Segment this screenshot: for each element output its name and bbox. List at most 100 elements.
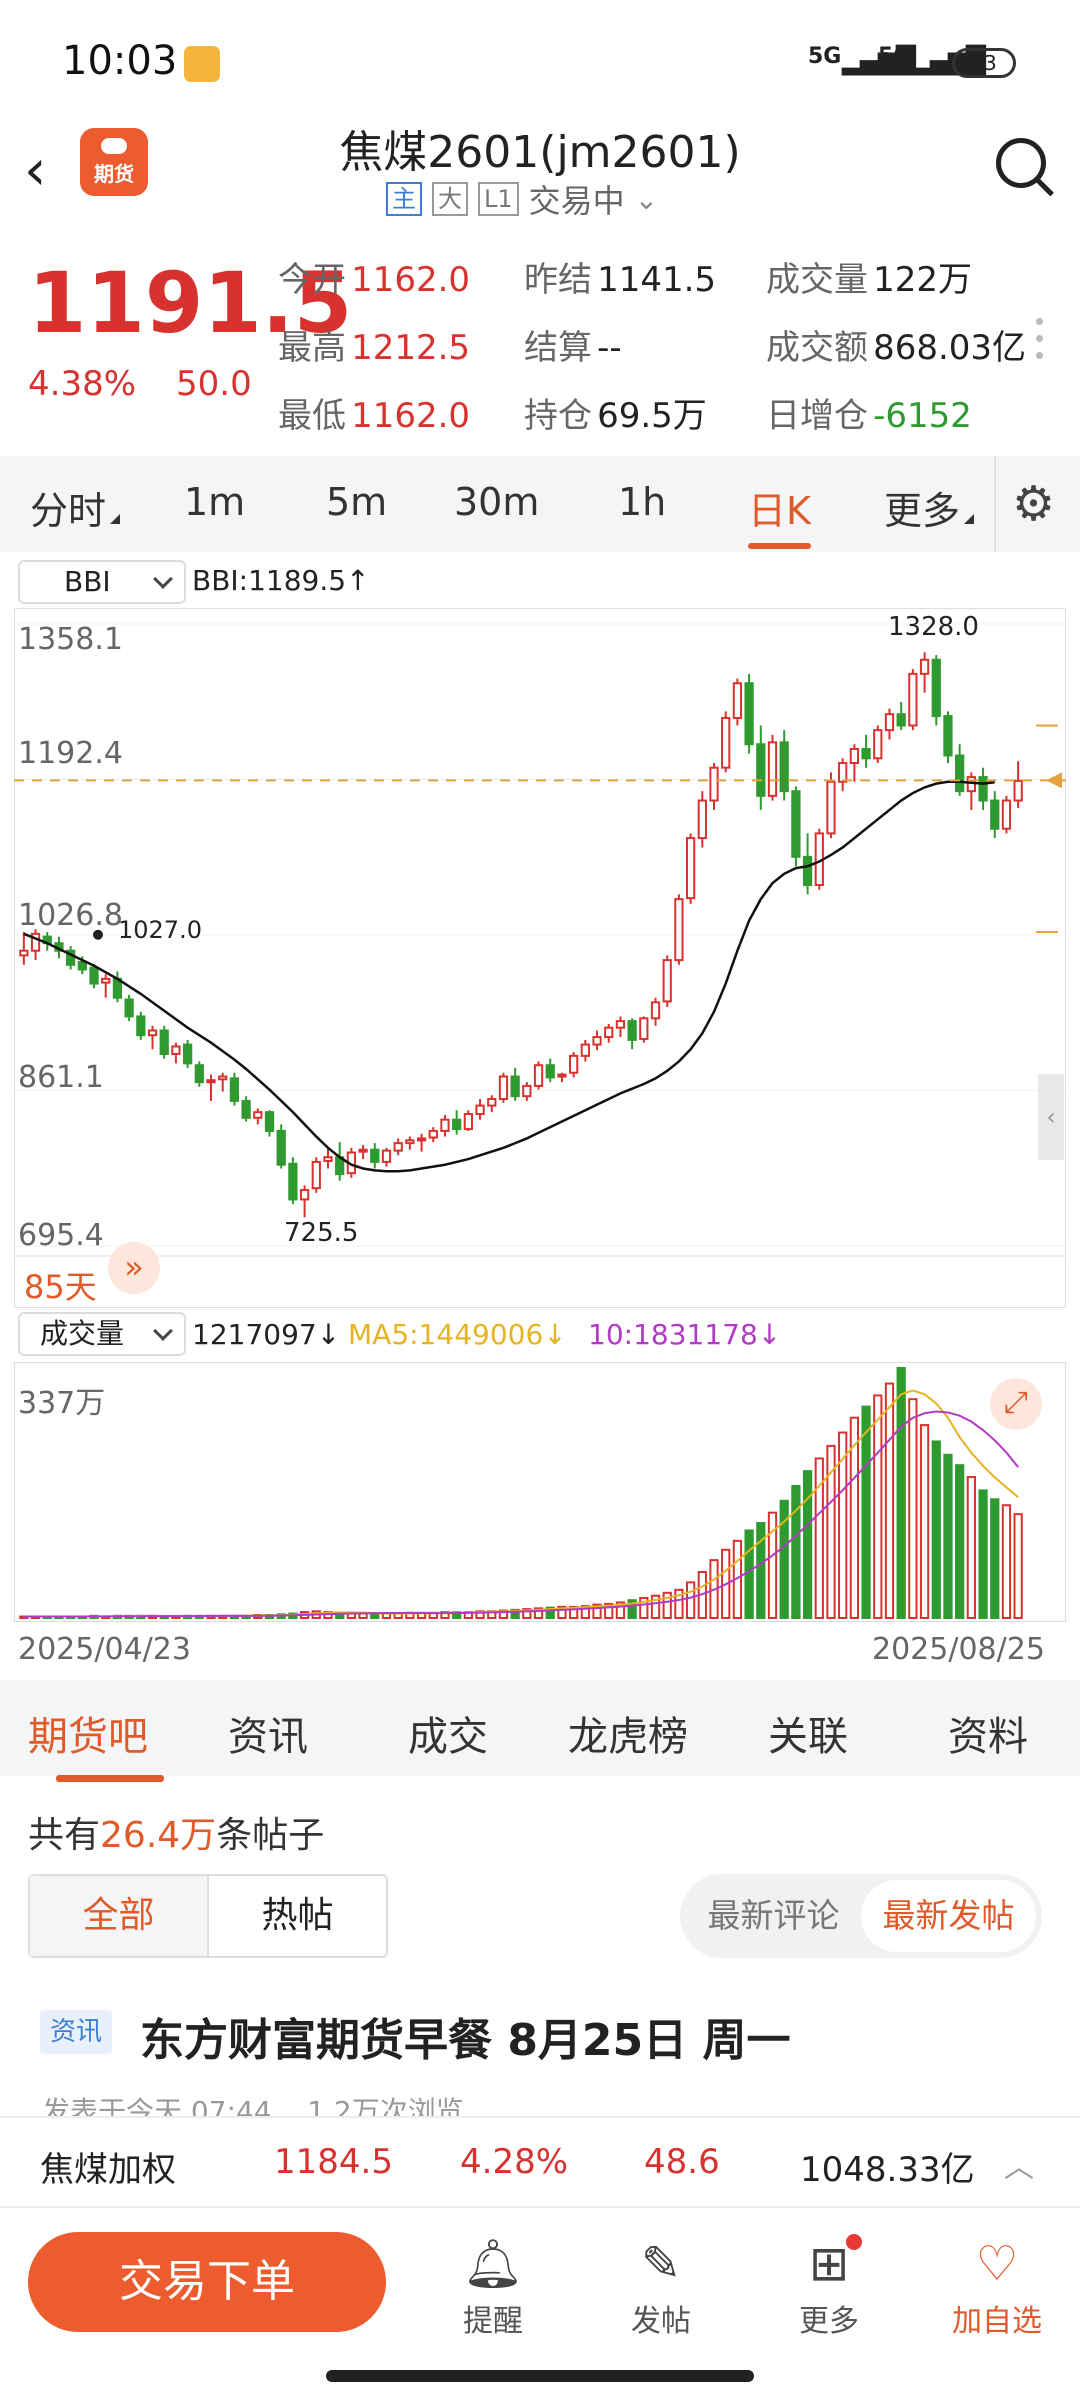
tab-profile[interactable]: 资料 [948, 1714, 1028, 1760]
tab-5m[interactable]: 5m [326, 480, 388, 524]
candle [1001, 795, 1012, 834]
candle-body [171, 1045, 181, 1055]
volume-bar [873, 1394, 883, 1619]
trade-button[interactable]: 交易下单 [28, 2232, 386, 2332]
candle-body [182, 1043, 193, 1065]
volume-bar [849, 1416, 860, 1619]
watchlist-button[interactable]: ♡ 加自选 [942, 2232, 1052, 2340]
candle-body [896, 713, 906, 727]
period-tabs: 分时 1m 5m 30m 1h 日K 更多 ⚙ [0, 456, 1080, 552]
home-indicator[interactable] [326, 2370, 754, 2382]
candle-body [615, 1020, 626, 1029]
tab-forum[interactable]: 期货吧 [28, 1704, 164, 1782]
candle-body [136, 1015, 146, 1037]
candle [744, 673, 754, 754]
volume-bar [955, 1464, 965, 1619]
candle-body [381, 1149, 392, 1163]
candle-body [101, 977, 111, 984]
candle-body [978, 776, 988, 802]
back-icon[interactable]: ‹ [24, 138, 47, 203]
chevron-up-icon[interactable]: ︿ [1004, 2150, 1034, 2185]
gear-icon[interactable]: ⚙ [1012, 476, 1056, 532]
contract-tags[interactable]: 主 大 L1 交易中 ⌄ [386, 176, 658, 222]
high-price-label: 1328.0 [888, 612, 979, 642]
alert-button[interactable]: 🔔︎ 提醒 [438, 2232, 548, 2340]
tag-big: 大 [432, 182, 468, 216]
days-label: 85天 [24, 1268, 97, 1306]
tab-1m[interactable]: 1m [184, 480, 246, 524]
candle [253, 1108, 263, 1125]
candle-body [253, 1111, 263, 1119]
tab-dragon-tiger[interactable]: 龙虎榜 [568, 1714, 688, 1760]
volume-indicator-select[interactable]: 成交量 [18, 1312, 186, 1356]
tab-trades[interactable]: 成交 [408, 1714, 488, 1760]
candle-body [802, 855, 813, 887]
article-title[interactable]: 东方财富期货早餐 8月25日 周一 [140, 2015, 791, 2066]
candle-body [194, 1064, 204, 1084]
candle [101, 974, 111, 998]
candlestick-chart[interactable] [14, 608, 1066, 1308]
more-dots-icon[interactable] [1036, 318, 1044, 369]
field-open: 今开 1162.0 [278, 260, 471, 300]
field-oi-change: 日增仓 -6152 [766, 396, 972, 436]
candle [533, 1061, 544, 1090]
battery-icon: 93 [952, 48, 1016, 78]
candle-body [767, 741, 778, 797]
volume-bar [604, 1602, 614, 1619]
candle-body [510, 1075, 520, 1098]
sort-toggle: 最新评论 最新发帖 [680, 1874, 1042, 1958]
indicator-select[interactable]: BBI [18, 560, 186, 604]
tab-daily[interactable]: 日K [748, 480, 811, 549]
drawer-handle[interactable]: ‹ [1038, 1074, 1064, 1160]
ticker-name: 焦煤加权 [40, 2150, 176, 2190]
candle [19, 931, 29, 965]
candle-body [1013, 779, 1023, 802]
weighted-ticker[interactable]: 焦煤加权 1184.5 4.28% 48.6 1048.33亿 ︿ [0, 2116, 1080, 2208]
tag-l1: L1 [478, 182, 519, 216]
fullscreen-icon[interactable]: ⤢ [990, 1378, 1042, 1430]
tag-main: 主 [386, 182, 422, 216]
candle-body [475, 1104, 485, 1116]
candle [662, 955, 672, 1008]
candle-body [756, 743, 766, 797]
candle-body [744, 682, 754, 746]
sort-latest-post[interactable]: 最新发帖 [861, 1880, 1036, 1952]
price-axis-label: 1026.8 [18, 898, 123, 933]
sort-latest-comment[interactable]: 最新评论 [707, 1896, 840, 1935]
volume-bar [1001, 1504, 1012, 1619]
candle-body [147, 1029, 158, 1037]
page-title: 焦煤2601(jm2601) [339, 127, 741, 178]
candle [557, 1072, 567, 1083]
candle-body [604, 1026, 614, 1039]
post-button[interactable]: ✎ 发帖 [606, 2232, 716, 2340]
volume-chart[interactable] [14, 1362, 1066, 1622]
candle-body [218, 1075, 228, 1081]
expand-chevron-icon[interactable]: » [108, 1242, 160, 1294]
filter-hot[interactable]: 热帖 [207, 1876, 386, 1956]
candle [802, 833, 813, 895]
tab-1h[interactable]: 1h [618, 480, 667, 524]
tab-news[interactable]: 资讯 [228, 1714, 308, 1760]
chevron-down-icon: ⌄ [634, 182, 659, 216]
filter-all[interactable]: 全部 [30, 1876, 207, 1956]
candle-body [77, 960, 87, 971]
tab-more[interactable]: 更多 [884, 480, 975, 535]
candle [475, 1099, 485, 1120]
candle [124, 994, 134, 1022]
volume-bar [533, 1607, 544, 1619]
tab-30m[interactable]: 30m [454, 480, 540, 524]
volume-bar [767, 1511, 778, 1619]
volume-bar [592, 1603, 602, 1619]
candle-body [241, 1099, 251, 1119]
candle [896, 701, 906, 731]
candle-body [861, 747, 871, 760]
candle-body [873, 729, 883, 760]
tab-related[interactable]: 关联 [768, 1714, 848, 1760]
signal-icon-2: 5G [878, 44, 912, 69]
search-icon[interactable] [996, 138, 1046, 188]
candle [311, 1157, 321, 1193]
volume-bar [779, 1499, 789, 1620]
candle [194, 1061, 204, 1087]
tab-timeshare[interactable]: 分时 [30, 480, 121, 535]
more-button[interactable]: ⊞ 更多 [774, 2232, 884, 2340]
